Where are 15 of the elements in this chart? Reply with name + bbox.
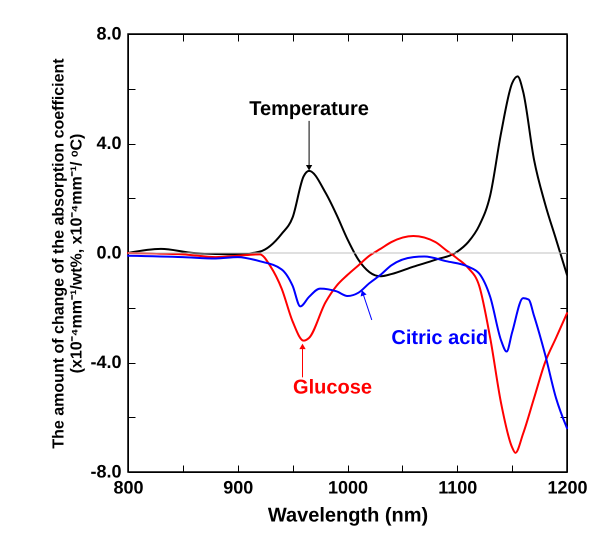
annotation: Citric acid [391, 326, 488, 349]
annotation: Glucose [293, 376, 372, 398]
x-tick-label: 1200 [547, 478, 588, 498]
y-tick-label: -4.0 [90, 352, 122, 372]
x-tick-label: 900 [223, 478, 254, 498]
y-tick-label: 0.0 [96, 242, 122, 262]
x-tick-label: 1100 [438, 478, 478, 498]
line-series [127, 254, 568, 430]
y-tick-label: 8.0 [96, 24, 122, 44]
annotation: Temperature [249, 98, 369, 120]
x-axis-title: Wavelength (nm) [268, 504, 428, 526]
line-series [127, 235, 568, 454]
y-axis-title: The amount of change of the absorption coefficient (x10⁻⁴mm⁻¹/wt%, x10⁻⁴mm⁻¹/ ᵒC) [50, 58, 86, 449]
y-tick-label: 4.0 [96, 133, 122, 153]
x-tick-label: 1000 [328, 478, 368, 498]
